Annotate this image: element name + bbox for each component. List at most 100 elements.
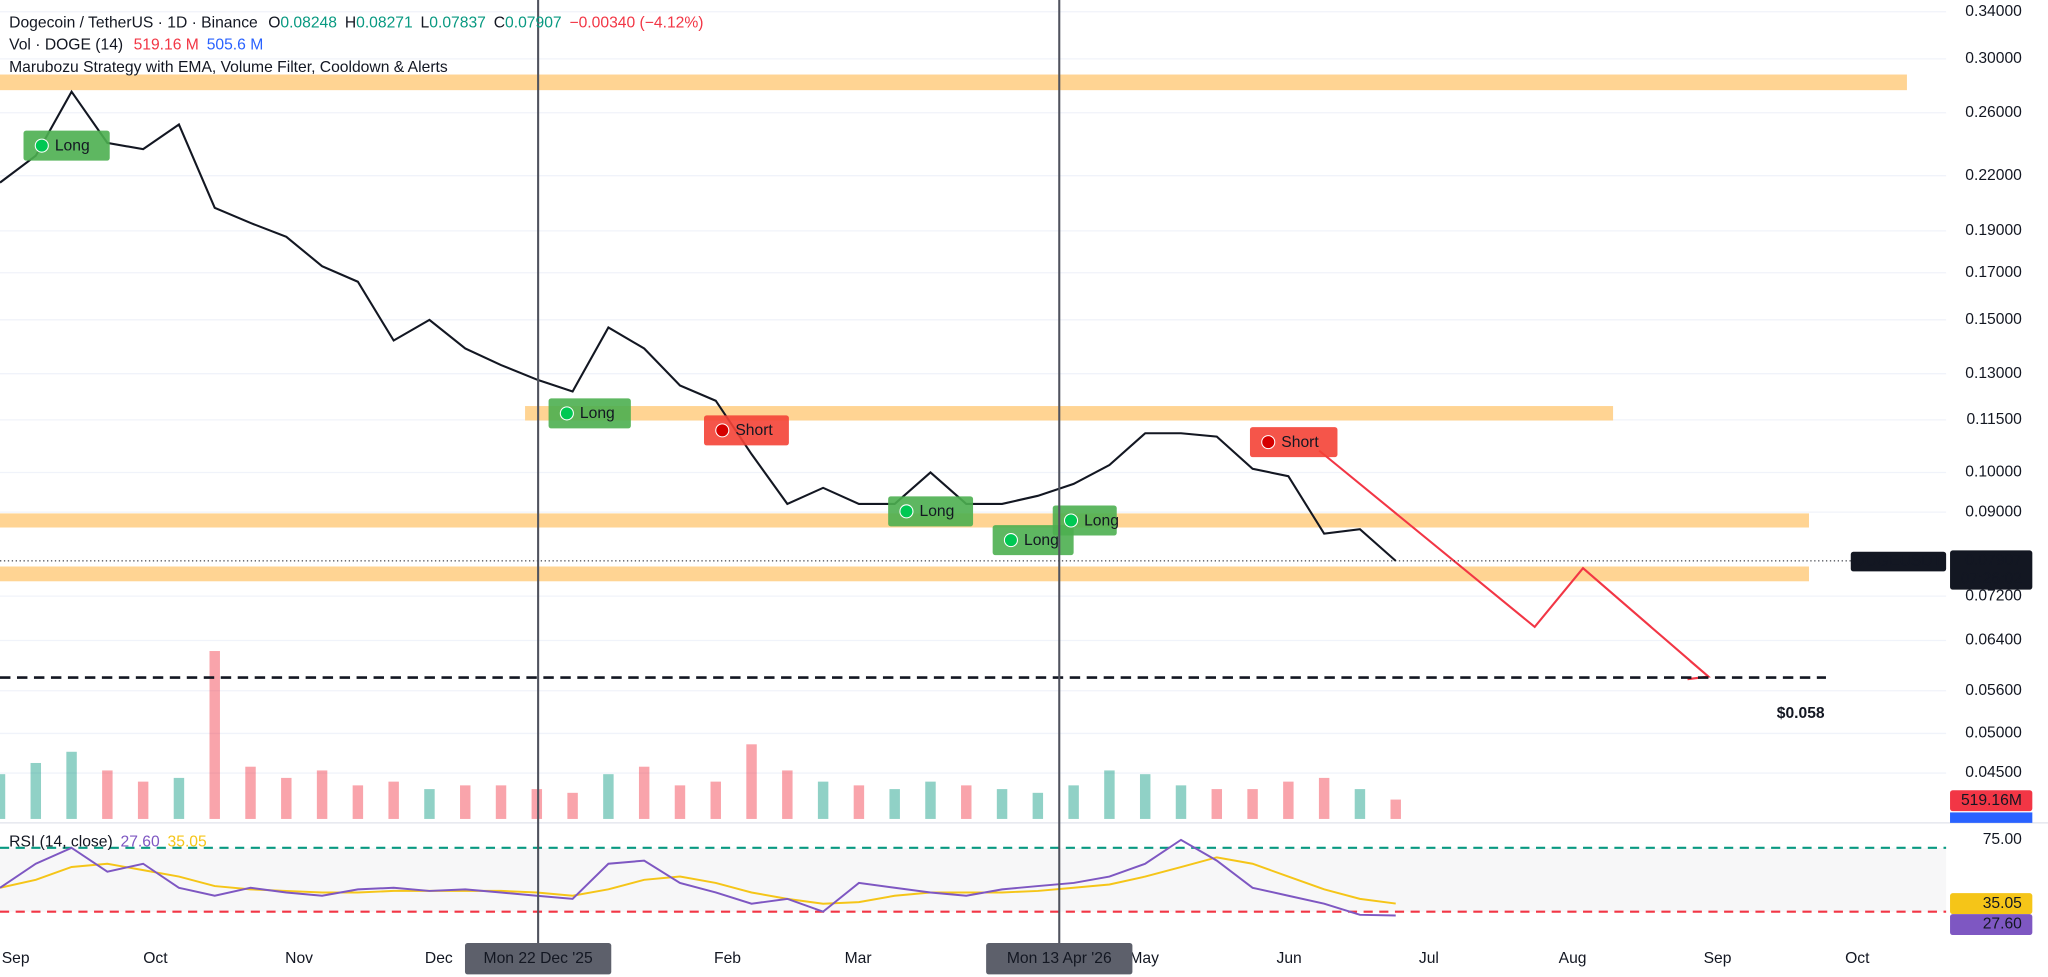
countdown: 07:26:02 bbox=[1961, 570, 2022, 587]
y-tick-label: 0.06400 bbox=[1965, 632, 2022, 649]
y-tick-label: 0.34000 bbox=[1965, 3, 2022, 20]
x-tick-label: Sep bbox=[1704, 950, 1732, 967]
volume-bar bbox=[1175, 785, 1187, 819]
h-label: H bbox=[345, 15, 356, 32]
x-tick-label: Sep bbox=[2, 950, 30, 967]
y-tick-label: 0.17000 bbox=[1965, 264, 2022, 281]
volume-bar bbox=[925, 781, 936, 819]
header: Dogecoin / TetherUS · 1D · Binance O0.082… bbox=[9, 15, 703, 32]
series-line bbox=[0, 856, 1396, 905]
volume-bar bbox=[1354, 789, 1366, 819]
signal-box bbox=[23, 130, 110, 161]
volume-bar bbox=[603, 774, 614, 819]
volume-bar bbox=[460, 785, 471, 819]
signal-box bbox=[1052, 505, 1117, 536]
volume-bar bbox=[1211, 789, 1223, 819]
volume-bar bbox=[281, 777, 292, 819]
volume-pane bbox=[0, 651, 1401, 819]
volume-bar bbox=[316, 770, 328, 819]
y-tick-label: 0.10000 bbox=[1965, 464, 2022, 481]
volume-bar bbox=[388, 781, 399, 819]
strategy-title: Marubozu Strategy with EMA, Volume Filte… bbox=[9, 59, 448, 76]
symbol-badge bbox=[1850, 551, 1947, 572]
signal-icon bbox=[715, 423, 730, 438]
x-tick-label: Jun bbox=[1277, 950, 1302, 967]
x-tick-label: Dec bbox=[425, 950, 453, 967]
volume-bar bbox=[853, 785, 865, 819]
target-label: $0.058 bbox=[1777, 705, 1825, 722]
symbol-badge-text: DOGEUSDT bbox=[1853, 553, 1942, 570]
y-tick-label: 0.05000 bbox=[1965, 725, 2022, 742]
y-tick-label: 0.07200 bbox=[1965, 587, 2022, 604]
volume-bar bbox=[638, 766, 650, 819]
signal-icon bbox=[559, 406, 574, 421]
volume-bar bbox=[782, 770, 793, 819]
volume-bar bbox=[746, 744, 757, 819]
zones bbox=[0, 74, 1907, 582]
volume-bar bbox=[567, 792, 578, 819]
x-tick-label: Jul bbox=[1419, 950, 1439, 967]
rsi-title: RSI (14, close) bbox=[9, 834, 113, 851]
signal-icon bbox=[34, 138, 49, 153]
rsi-badge-text: 27.60 bbox=[1983, 916, 2022, 933]
signal-box bbox=[1249, 427, 1338, 458]
signal-icon bbox=[1063, 513, 1079, 528]
rsi-tick-label: 75.00 bbox=[1983, 831, 2022, 848]
low: 0.07837 bbox=[429, 15, 486, 32]
x-tick-label: Aug bbox=[1559, 950, 1587, 967]
signal-box bbox=[888, 496, 974, 527]
volume-bar bbox=[495, 785, 507, 819]
signal-label: Short bbox=[1281, 434, 1319, 451]
x-tick-label: Nov bbox=[285, 950, 313, 967]
signal-label: Long bbox=[1024, 532, 1059, 549]
zone bbox=[0, 74, 1907, 91]
signal-label: Long bbox=[580, 405, 615, 422]
volume-bar bbox=[424, 789, 435, 819]
change: −0.00340 (−4.12%) bbox=[569, 15, 703, 32]
close: 0.07907 bbox=[505, 15, 562, 32]
y-tick-label: 0.22000 bbox=[1965, 167, 2022, 184]
volume-bar bbox=[102, 770, 113, 819]
volume-bar bbox=[817, 781, 829, 819]
volume-bar bbox=[137, 781, 149, 819]
marker-badge bbox=[464, 943, 612, 975]
volume-bar bbox=[961, 785, 972, 819]
volume-ma-value: 505.6 M bbox=[207, 37, 264, 54]
volume-bar bbox=[531, 789, 543, 819]
volume-bar bbox=[209, 651, 220, 819]
volume-bar bbox=[1247, 789, 1258, 819]
volume-bar bbox=[1068, 785, 1079, 819]
x-tick-label: Oct bbox=[143, 950, 168, 967]
volume-bar bbox=[1318, 777, 1330, 819]
rsi-ma-badge-text: 35.05 bbox=[1983, 895, 2022, 912]
signal-label: Short bbox=[735, 422, 773, 439]
signal-label: Long bbox=[55, 137, 90, 154]
symbol: Dogecoin / TetherUS · 1D · Binance bbox=[9, 15, 258, 32]
y-tick-label: 0.15000 bbox=[1965, 311, 2022, 328]
rsi-pane bbox=[0, 822, 2048, 917]
price-pane bbox=[0, 89, 1397, 562]
zone bbox=[525, 406, 1614, 421]
x-tick-label: Mar bbox=[845, 950, 872, 967]
volume-bar bbox=[1104, 770, 1115, 819]
signal-label: Long bbox=[1084, 512, 1119, 529]
volume-bar bbox=[710, 781, 721, 819]
grid bbox=[0, 11, 1947, 774]
volume-bar bbox=[996, 789, 1008, 819]
marker-label: Mon 22 Dec '25 bbox=[484, 950, 593, 967]
signal-box bbox=[704, 415, 789, 446]
volume-title: Vol · DOGE (14) bbox=[9, 37, 123, 54]
high: 0.08271 bbox=[356, 15, 413, 32]
volume-bar bbox=[1139, 774, 1151, 819]
zone bbox=[0, 566, 1809, 582]
volume-bar bbox=[1283, 781, 1294, 819]
signal-icon bbox=[1261, 435, 1276, 450]
rsi-badge bbox=[1950, 914, 2033, 935]
volume-bar bbox=[352, 785, 364, 819]
volume-badge bbox=[1950, 790, 2033, 812]
rsi-band bbox=[0, 847, 1947, 912]
price-badge bbox=[1950, 550, 2033, 590]
